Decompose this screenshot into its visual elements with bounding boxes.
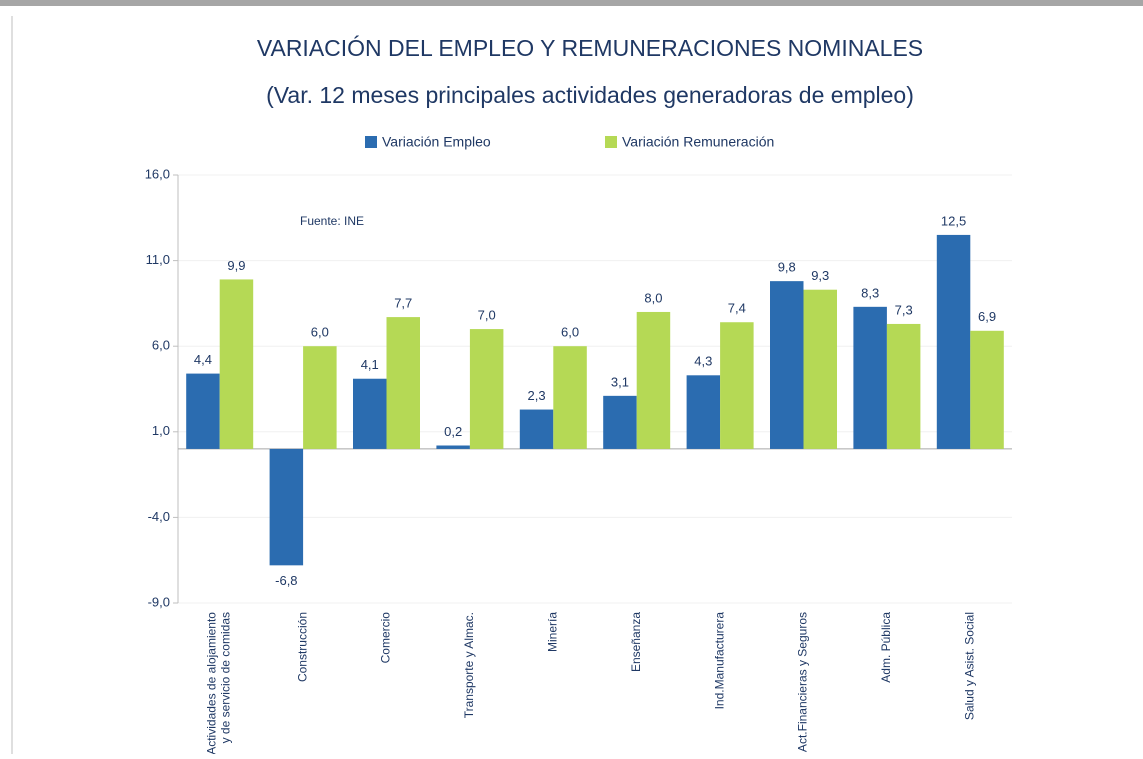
bar	[770, 281, 804, 449]
bar	[386, 317, 420, 449]
y-tick-label: 16,0	[145, 166, 170, 181]
value-label: 2,3	[528, 388, 546, 403]
y-tick-label: 1,0	[152, 423, 170, 438]
bar	[219, 279, 254, 449]
bar	[303, 346, 337, 449]
bar	[886, 323, 921, 449]
value-label: 6,9	[978, 309, 996, 324]
bar	[686, 375, 721, 449]
value-label: 12,5	[941, 213, 966, 228]
x-tick-label: Minería	[545, 612, 559, 652]
y-tick-label: 6,0	[152, 338, 170, 353]
x-tick-label: Comercio	[379, 612, 393, 664]
bar	[553, 346, 587, 449]
value-label: 9,9	[227, 258, 245, 273]
annotation: Fuente: INE	[300, 214, 364, 228]
value-label: 6,0	[561, 325, 579, 340]
value-label: 7,4	[728, 301, 746, 316]
value-label: 4,1	[361, 357, 379, 372]
bar	[936, 234, 971, 449]
top-bar	[0, 0, 1143, 6]
value-label: 8,3	[861, 285, 879, 300]
y-tick-label: -4,0	[148, 509, 170, 524]
chart-subtitle: (Var. 12 meses principales actividades g…	[266, 82, 914, 108]
legend-swatch	[365, 136, 377, 148]
bar	[970, 330, 1004, 449]
bar	[186, 373, 220, 449]
value-label: 6,0	[311, 325, 329, 340]
x-tick-label: Salud y Asist. Social	[962, 612, 976, 720]
value-label: 7,7	[394, 296, 412, 311]
bar	[519, 409, 554, 449]
x-tick-label: Ind.Manufacturera	[712, 612, 726, 710]
bar	[636, 311, 671, 449]
bar	[720, 322, 754, 449]
value-label: 7,0	[478, 308, 496, 323]
bar	[469, 329, 504, 449]
value-label: -6,8	[275, 573, 297, 588]
x-tick-label: Construcción	[295, 612, 309, 682]
x-tick-label: Act.Financieras y Seguros	[796, 612, 810, 752]
value-label: 9,3	[811, 268, 829, 283]
x-tick-label: Enseñanza	[629, 612, 643, 672]
value-label: 8,0	[644, 290, 662, 305]
value-label: 0,2	[444, 424, 462, 439]
value-label: 4,3	[694, 354, 712, 369]
bar	[853, 306, 887, 449]
value-label: 3,1	[611, 374, 629, 389]
bar	[353, 378, 387, 449]
x-tick-label: Adm. Pública	[879, 612, 893, 683]
chart-title: VARIACIÓN DEL EMPLEO Y REMUNERACIONES NO…	[257, 35, 923, 61]
value-label: 4,4	[194, 352, 212, 367]
legend-swatch	[605, 136, 617, 148]
legend-label: Variación Empleo	[382, 134, 491, 150]
value-label: 9,8	[778, 260, 796, 275]
bar	[603, 395, 637, 449]
x-tick-label: Actividades de alojamientoy de servicio …	[205, 612, 233, 754]
value-label: 7,3	[895, 302, 913, 317]
y-tick-label: -9,0	[148, 594, 170, 609]
bar	[803, 289, 837, 449]
bar	[436, 445, 470, 449]
legend-label: Variación Remuneración	[622, 134, 774, 150]
x-tick-label: Transporte y Almac.	[462, 612, 476, 718]
bar	[269, 448, 304, 566]
y-tick-label: 11,0	[146, 252, 170, 267]
